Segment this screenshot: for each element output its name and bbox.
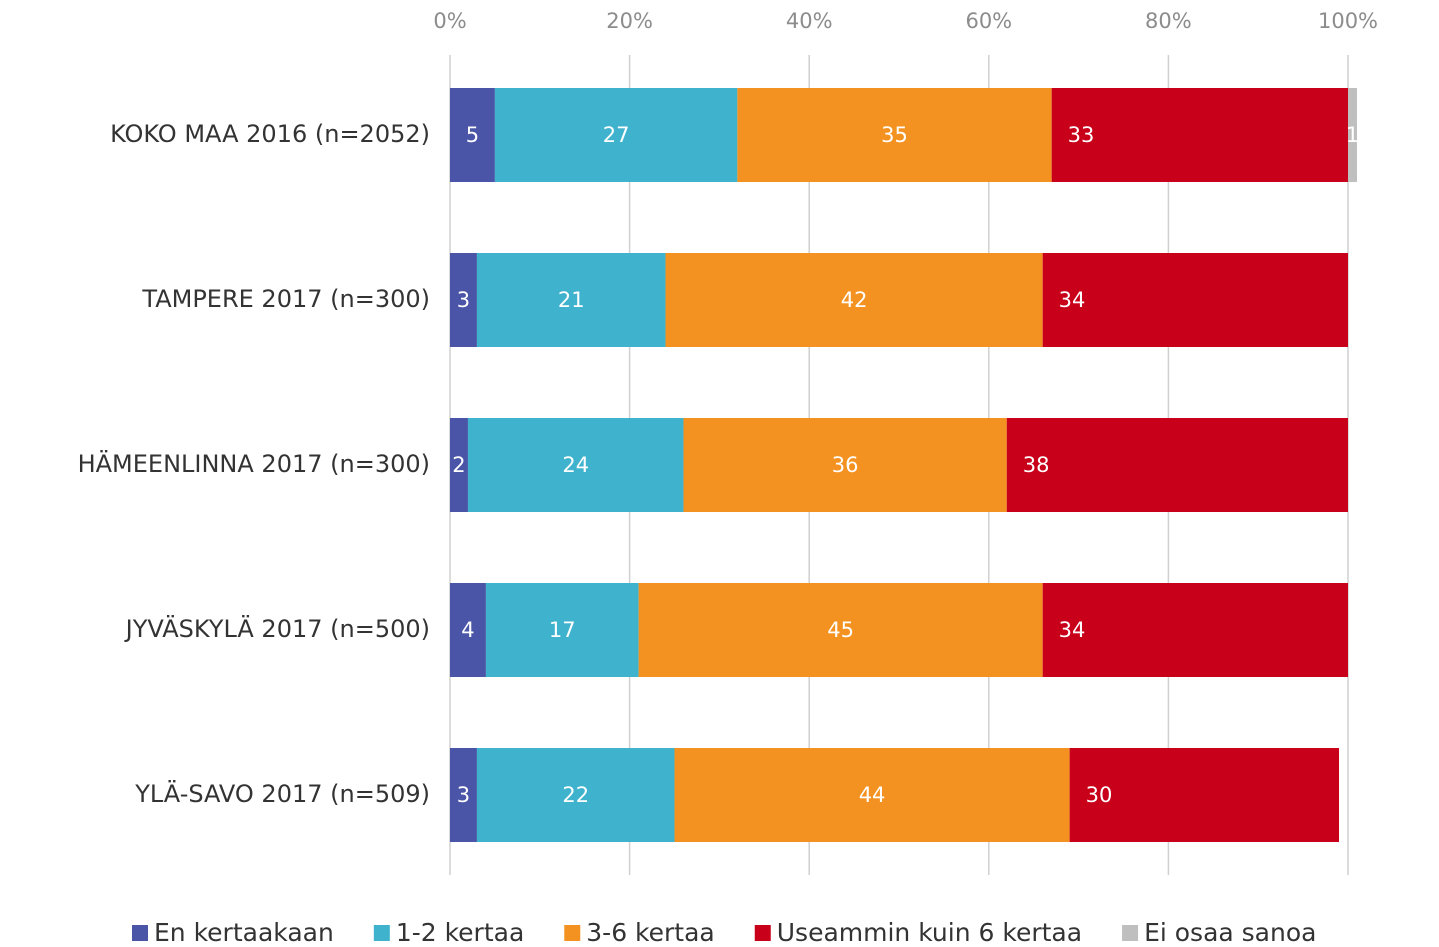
x-tick-label: 80% (1145, 9, 1192, 33)
bar-segment (476, 253, 666, 347)
y-tick-label: JYVÄSKYLÄ 2017 (n=500) (124, 614, 430, 643)
data-label: 1 (1346, 123, 1359, 147)
data-label: 45 (827, 618, 854, 642)
bar-segment (683, 418, 1007, 512)
bar-segment (665, 253, 1043, 347)
legend-label: Ei osaa sanoa (1144, 918, 1316, 947)
data-label: 21 (558, 288, 585, 312)
data-label: 22 (562, 783, 589, 807)
data-label: 5 (466, 123, 479, 147)
y-tick-label: KOKO MAA 2016 (n=2052) (110, 120, 430, 148)
data-label: 3 (457, 288, 470, 312)
legend-swatch (373, 925, 390, 941)
bar-segment (467, 418, 684, 512)
bar-segment (737, 88, 1052, 182)
bar-segment (450, 583, 486, 677)
bar-segment (450, 88, 495, 182)
bar-segment (476, 748, 675, 842)
data-label: 36 (832, 453, 859, 477)
bar-segment (1042, 253, 1348, 347)
bar-segment (1069, 748, 1340, 842)
bar-segment (450, 253, 477, 347)
legend-swatch (564, 925, 581, 941)
data-label: 2 (452, 453, 465, 477)
data-label: 35 (881, 123, 908, 147)
data-label: 42 (841, 288, 868, 312)
legend-swatch (754, 925, 771, 941)
data-label: 3 (457, 783, 470, 807)
data-label: 33 (1068, 123, 1095, 147)
bar-segment (1051, 88, 1348, 182)
bar-segment (494, 88, 738, 182)
x-tick-label: 100% (1318, 9, 1378, 33)
x-tick-label: 60% (965, 9, 1012, 33)
legend-swatch (132, 925, 148, 941)
data-label: 24 (562, 453, 589, 477)
bar-segment (1042, 583, 1348, 677)
x-tick-label: 20% (606, 9, 653, 33)
y-tick-label: HÄMEENLINNA 2017 (n=300) (78, 449, 430, 478)
y-tick-label: YLÄ-SAVO 2017 (n=509) (134, 779, 430, 808)
bar-segment (450, 748, 477, 842)
bar-segment (1006, 418, 1348, 512)
legend-label: 1-2 kertaa (396, 918, 524, 947)
x-tick-label: 0% (433, 9, 466, 33)
bar-segment (638, 583, 1043, 677)
data-label: 44 (859, 783, 886, 807)
bar-segment (485, 583, 639, 677)
legend-label: Useammin kuin 6 kertaa (777, 918, 1082, 947)
legend-swatch (1122, 925, 1139, 941)
data-label: 30 (1086, 783, 1113, 807)
data-label: 4 (461, 618, 474, 642)
bar-segment (674, 748, 1070, 842)
bar-segment (450, 418, 468, 512)
data-label: 27 (603, 123, 630, 147)
legend-label: 3-6 kertaa (586, 918, 714, 947)
data-label: 38 (1023, 453, 1050, 477)
y-tick-label: TAMPERE 2017 (n=300) (141, 285, 430, 313)
data-label: 34 (1059, 288, 1086, 312)
data-label: 34 (1059, 618, 1086, 642)
bar-segment (1348, 88, 1357, 182)
data-label: 17 (549, 618, 576, 642)
legend-label: En kertaakaan (154, 918, 334, 947)
x-tick-label: 40% (786, 9, 833, 33)
